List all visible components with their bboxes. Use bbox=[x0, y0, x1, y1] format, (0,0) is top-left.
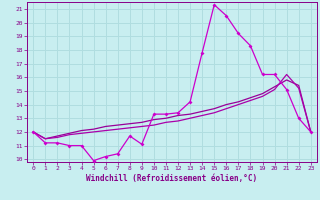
X-axis label: Windchill (Refroidissement éolien,°C): Windchill (Refroidissement éolien,°C) bbox=[86, 174, 258, 183]
